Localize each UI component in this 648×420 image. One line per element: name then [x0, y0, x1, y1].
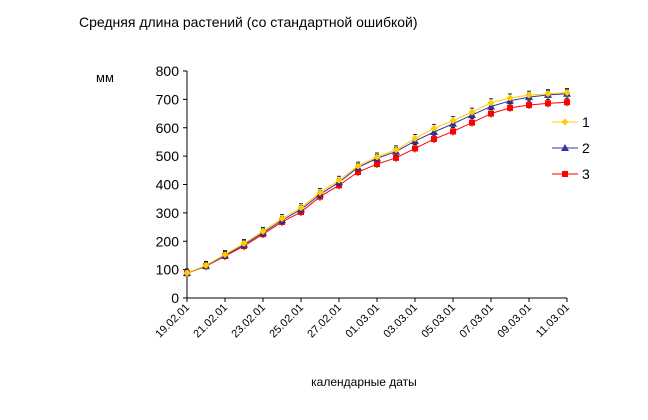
data-point — [564, 99, 570, 106]
legend-entry-1: 1 — [582, 114, 590, 130]
data-point — [412, 145, 418, 152]
x-tick-label: 07.03.01 — [457, 302, 496, 341]
data-point — [561, 144, 569, 151]
data-point — [393, 154, 399, 161]
data-point — [240, 240, 248, 248]
data-point — [373, 153, 381, 161]
x-tick-label: 05.03.01 — [419, 302, 458, 341]
y-tick-label: 300 — [156, 205, 180, 221]
data-point — [525, 91, 533, 99]
data-point — [563, 89, 571, 97]
data-point — [507, 104, 513, 111]
x-tick-label: 25.02.01 — [267, 302, 306, 341]
legend-entry-2: 2 — [582, 140, 590, 156]
y-tick-label: 500 — [156, 148, 180, 164]
data-point — [355, 169, 361, 176]
y-tick-label: 400 — [156, 177, 180, 193]
data-point — [392, 146, 400, 154]
data-point — [545, 100, 551, 107]
data-point — [221, 251, 229, 259]
data-point — [488, 110, 494, 117]
series-3 — [184, 97, 570, 278]
y-axis-label: мм — [96, 70, 114, 85]
x-tick-label: 21.02.01 — [191, 302, 230, 341]
data-point — [526, 102, 532, 109]
x-tick-label: 19.02.01 — [153, 302, 192, 341]
data-point — [335, 176, 343, 184]
legend-entry-3: 3 — [582, 166, 590, 182]
x-tick-label: 03.03.01 — [381, 302, 420, 341]
y-tick-label: 800 — [156, 63, 180, 79]
data-point — [468, 108, 476, 116]
y-tick-label: 200 — [156, 233, 180, 249]
y-tick-label: 0 — [171, 290, 179, 306]
legend-marks — [552, 118, 578, 177]
data-point — [430, 124, 438, 132]
data-point — [316, 188, 324, 196]
data-point — [411, 135, 419, 143]
data-point — [469, 119, 475, 126]
data-point — [561, 118, 569, 126]
x-tick-label: 09.03.01 — [495, 302, 534, 341]
data-point — [544, 90, 552, 98]
data-point — [278, 215, 286, 223]
data-point — [183, 269, 191, 277]
data-point — [506, 94, 514, 102]
data-point — [202, 261, 210, 269]
data-point — [450, 128, 456, 135]
series-layer — [183, 88, 571, 278]
axes: 0 100 200 300 400 500 600 700 800 19.02.01 21.02.0… — [153, 63, 572, 340]
data-point — [297, 204, 305, 212]
y-tick-label: 100 — [156, 262, 180, 278]
data-point — [449, 117, 457, 125]
series-1 — [183, 88, 571, 278]
x-tick-label: 27.02.01 — [305, 302, 344, 341]
data-point — [354, 162, 362, 170]
data-point — [562, 171, 568, 177]
chart-title: Средняя длина растений (со стандартной о… — [79, 14, 418, 30]
data-point — [259, 227, 267, 235]
data-point — [487, 99, 495, 107]
y-tick-label: 700 — [156, 91, 180, 107]
data-point — [431, 136, 437, 143]
x-tick-label: 11.03.01 — [534, 302, 572, 340]
x-tick-label: 23.02.01 — [229, 302, 268, 341]
x-axis-label: календарные даты — [311, 375, 417, 389]
x-tick-label: 01.03.01 — [343, 302, 382, 341]
y-tick-label: 600 — [156, 120, 180, 136]
data-point — [374, 161, 380, 168]
